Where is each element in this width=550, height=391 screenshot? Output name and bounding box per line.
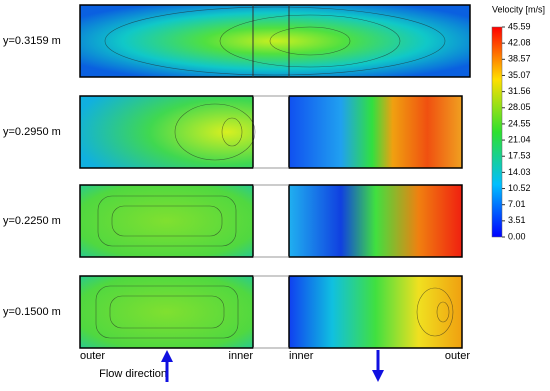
position-label: outer: [445, 350, 470, 362]
flow-arrows: [161, 350, 384, 382]
colorbar: [491, 26, 503, 238]
contour-panel: [79, 4, 471, 78]
colorbar-title: Velocity [m/s]: [492, 4, 545, 14]
contour-panel: [79, 184, 254, 258]
colorbar-tick-label: 7.01: [508, 199, 526, 209]
colorbar-tick-label: 24.55: [508, 118, 531, 128]
row-label: y=0.1500 m: [3, 306, 61, 318]
position-label: outer: [80, 350, 105, 362]
contour-panel: [288, 95, 463, 169]
colorbar-tick-label: 21.04: [508, 134, 531, 144]
colorbar-tick-label: 10.52: [508, 183, 531, 193]
colorbar-tick-label: 17.53: [508, 151, 531, 161]
position-label: inner: [229, 350, 254, 362]
flow-direction-label: Flow direction: [99, 368, 167, 380]
colorbar-tick-label: 45.59: [508, 21, 531, 31]
contour-panel: [288, 184, 463, 258]
colorbar-tick-label: 42.08: [508, 38, 531, 48]
colorbar-tick-label: 14.03: [508, 167, 531, 177]
colorbar-tick-label: 31.56: [508, 86, 531, 96]
colorbar-tick-label: 38.57: [508, 54, 531, 64]
row-label: y=0.2950 m: [3, 126, 61, 138]
inner-contours: [95, 6, 454, 339]
row-label: y=0.2250 m: [3, 215, 61, 227]
contour-panel: [79, 95, 254, 169]
colorbar-tick-label: 28.05: [508, 102, 531, 112]
row-label: y=0.3159 m: [3, 35, 61, 47]
contour-panel: [288, 275, 463, 349]
colorbar-tick-label: 0.00: [508, 231, 526, 241]
separators: [253, 95, 289, 349]
colorbar-tick-label: 3.51: [508, 215, 526, 225]
colorbar-tick-label: 35.07: [508, 70, 531, 80]
position-label: inner: [289, 350, 314, 362]
